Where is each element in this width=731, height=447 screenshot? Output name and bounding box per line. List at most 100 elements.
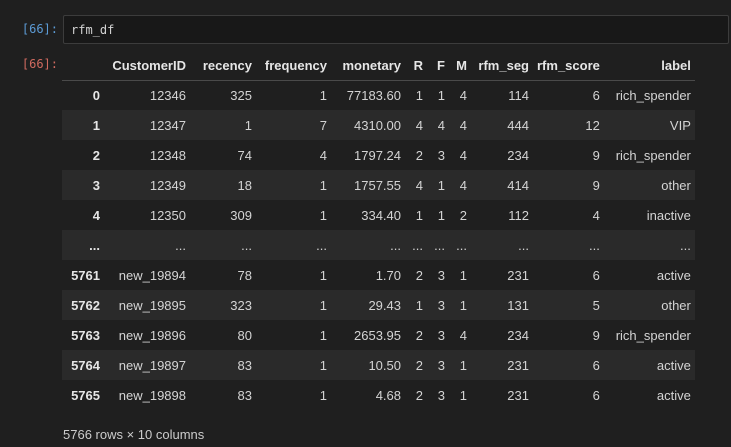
header-f: F xyxy=(427,51,449,81)
table-cell: 2 xyxy=(415,147,423,163)
table-cell: 83 xyxy=(237,357,252,373)
header-r: R xyxy=(405,51,427,81)
row-index-cell: 5761 xyxy=(71,267,100,283)
table-cell: 3 xyxy=(437,357,445,373)
table-cell: 9 xyxy=(592,147,600,163)
table-cell: 1 xyxy=(415,87,423,103)
table-cell: 4 xyxy=(592,207,600,223)
table-cell: 7 xyxy=(319,117,327,133)
table-cell: 3 xyxy=(437,147,445,163)
table-cell: 334.40 xyxy=(361,207,401,223)
header-label: label xyxy=(603,51,695,81)
table-cell: active xyxy=(656,267,691,283)
table-cell: other xyxy=(661,177,691,193)
header-monetary: monetary xyxy=(331,51,405,81)
table-cell: 9 xyxy=(592,177,600,193)
table-cell: 1 xyxy=(319,267,327,283)
table-cell: 12 xyxy=(585,117,600,133)
table-cell: 1 xyxy=(319,297,327,313)
table-cell: 6 xyxy=(592,267,600,283)
table-cell: 3 xyxy=(437,297,445,313)
table-cell: 12349 xyxy=(149,177,186,193)
table-cell: rich_spender xyxy=(615,327,691,343)
table-cell: new_19895 xyxy=(118,297,186,313)
table-cell: 4 xyxy=(459,117,467,133)
table-cell: new_19897 xyxy=(118,357,186,373)
table-cell: 12347 xyxy=(149,117,186,133)
table-cell: 80 xyxy=(237,327,252,343)
table-cell: VIP xyxy=(669,117,691,133)
table-row: 0 12346 325 1 77183.60 1 1 4 114 6 rich_spender xyxy=(62,80,695,110)
table-cell: 6 xyxy=(592,387,600,403)
table-cell: ... xyxy=(589,237,600,253)
input-prompt: [66]: xyxy=(21,22,58,36)
table-body: 0 12346 325 1 77183.60 1 1 4 114 6 rich_spender 1 12… xyxy=(62,80,695,410)
table-header: CustomerID recency frequency monetary R … xyxy=(62,51,695,81)
table-cell: rich_spender xyxy=(615,147,691,163)
table-cell: ... xyxy=(680,237,691,253)
table-cell: rich_spender xyxy=(615,87,691,103)
table-cell: 1 xyxy=(459,267,467,283)
table-row: ................................. xyxy=(62,230,695,260)
table-cell: 4 xyxy=(459,147,467,163)
table-cell: 323 xyxy=(230,297,252,313)
table-row: 3 12349 18 1 1757.55 4 1 4 414 9 other xyxy=(62,170,695,200)
table-cell: 12348 xyxy=(149,147,186,163)
table-cell: 4.68 xyxy=(375,387,401,403)
table-cell: 2 xyxy=(415,387,423,403)
row-index-cell: 4 xyxy=(92,207,100,223)
header-rfm-score: rfm_score xyxy=(533,51,604,81)
code-cell-editor[interactable]: rfm_df xyxy=(63,15,729,44)
table-cell: active xyxy=(656,357,691,373)
table-cell: ... xyxy=(241,237,252,253)
row-index-cell: 1 xyxy=(92,117,100,133)
table-cell: new_19896 xyxy=(118,327,186,343)
table-cell: 4 xyxy=(459,87,467,103)
table-row: 4 12350 309 1 334.40 1 1 2 112 4 inactive xyxy=(62,200,695,230)
table-cell: 5 xyxy=(592,297,600,313)
table-cell: 234 xyxy=(507,147,529,163)
table-cell: 2 xyxy=(415,327,423,343)
table-cell: 3 xyxy=(437,387,445,403)
table-cell: 4 xyxy=(437,117,445,133)
table-cell: ... xyxy=(518,237,529,253)
table-cell: 112 xyxy=(508,207,529,223)
table-cell: 6 xyxy=(592,87,600,103)
table-cell: 1 xyxy=(415,297,423,313)
table-cell: 6 xyxy=(592,357,600,373)
table-cell: other xyxy=(661,297,691,313)
table-cell: 18 xyxy=(237,177,252,193)
table-cell: 1.70 xyxy=(375,267,401,283)
table-cell: 10.50 xyxy=(368,357,401,373)
table-row: 5763 new_19896 80 1 2653.95 2 3 4 234 9 rich_spend… xyxy=(62,320,695,350)
table-cell: 231 xyxy=(507,357,529,373)
row-index-cell: 5763 xyxy=(71,327,100,343)
table-cell: 3 xyxy=(437,267,445,283)
table-cell: 3 xyxy=(437,327,445,343)
row-index-cell: ... xyxy=(89,237,100,253)
table-cell: 83 xyxy=(237,387,252,403)
table-cell: new_19898 xyxy=(118,387,186,403)
table-cell: 4 xyxy=(415,117,423,133)
header-row: CustomerID recency frequency monetary R … xyxy=(62,51,695,81)
table-row: 5765 new_19898 83 1 4.68 2 3 1 231 6 active xyxy=(62,380,695,410)
table-cell: 1 xyxy=(459,297,467,313)
table-cell: ... xyxy=(434,237,445,253)
table-cell: 1 xyxy=(437,207,445,223)
table-cell: 78 xyxy=(237,267,252,283)
table-cell: 29.43 xyxy=(368,297,401,313)
header-rfm-seg: rfm_seg xyxy=(471,51,533,81)
table-cell: 1 xyxy=(459,357,467,373)
header-m: M xyxy=(449,51,471,81)
table-cell: 1 xyxy=(319,207,327,223)
table-cell: 131 xyxy=(507,297,529,313)
table-cell: 74 xyxy=(237,147,252,163)
table-cell: 1 xyxy=(244,117,252,133)
table-cell: 1757.55 xyxy=(354,177,401,193)
shape-note: 5766 rows × 10 columns xyxy=(63,427,205,442)
table-cell: 4 xyxy=(459,327,467,343)
table-cell: 4310.00 xyxy=(354,117,401,133)
header-frequency: frequency xyxy=(256,51,331,81)
table-cell: 4 xyxy=(459,177,467,193)
table-cell: 1 xyxy=(319,327,327,343)
